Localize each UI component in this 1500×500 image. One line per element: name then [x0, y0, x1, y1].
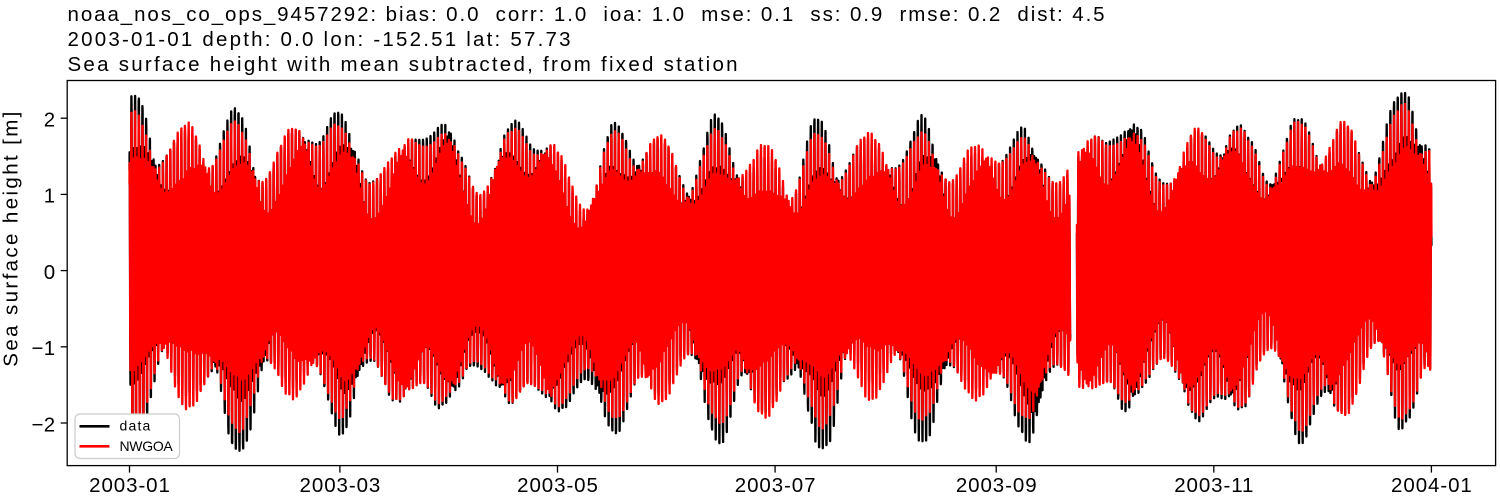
svg-text:NWGOA: NWGOA — [120, 438, 174, 454]
svg-text:2004-01: 2004-01 — [1391, 474, 1473, 497]
svg-text:2003-01-01 depth: 0.0 lon: -15: 2003-01-01 depth: 0.0 lon: -152.51 lat: … — [68, 28, 573, 51]
svg-text:2003-03: 2003-03 — [300, 474, 382, 497]
svg-text:2003-07: 2003-07 — [735, 474, 817, 497]
svg-text:−2: −2 — [32, 413, 56, 436]
svg-text:data: data — [120, 418, 152, 434]
svg-text:−1: −1 — [32, 337, 56, 360]
svg-text:Sea surface height with mean s: Sea surface height with mean subtracted,… — [68, 53, 740, 76]
svg-text:2003-09: 2003-09 — [956, 474, 1038, 497]
svg-text:2003-11: 2003-11 — [1174, 474, 1254, 497]
svg-text:2003-05: 2003-05 — [517, 474, 599, 497]
svg-text:Sea surface height [m]: Sea surface height [m] — [0, 109, 23, 366]
svg-text:1: 1 — [44, 185, 56, 208]
svg-text:2: 2 — [44, 109, 56, 132]
svg-text:noaa_nos_co_ops_9457292: bias:: noaa_nos_co_ops_9457292: bias: 0.0 corr:… — [68, 3, 1107, 26]
svg-text:0: 0 — [44, 261, 56, 284]
svg-text:2003-01: 2003-01 — [89, 474, 171, 497]
